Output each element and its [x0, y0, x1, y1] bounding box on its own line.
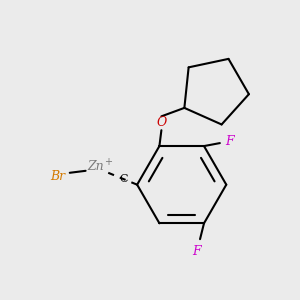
Text: O: O: [156, 116, 167, 129]
Text: F: F: [225, 135, 234, 148]
Text: Zn: Zn: [87, 160, 104, 173]
Text: C: C: [119, 174, 128, 184]
Text: +: +: [104, 157, 112, 167]
Text: Br: Br: [50, 170, 65, 183]
Text: F: F: [192, 244, 200, 257]
